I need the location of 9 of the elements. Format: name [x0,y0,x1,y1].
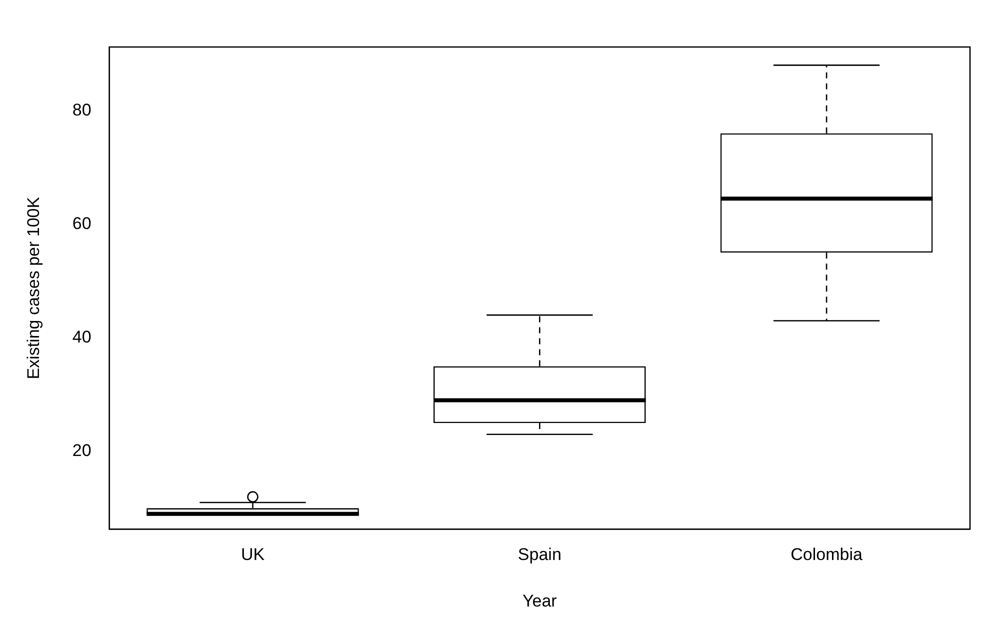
y-tick-label: 80 [72,100,92,120]
y-tick-label: 40 [72,327,92,346]
x-tick-label: UK [240,545,266,564]
y-axis-title: Existing cases per 100K [24,196,43,380]
x-tick-label: Spain [518,545,562,564]
y-tick-label: 60 [72,214,92,233]
y-tick-label: 20 [72,441,92,460]
x-tick-label: Colombia [790,545,863,564]
x-axis-title: Year [522,591,558,610]
